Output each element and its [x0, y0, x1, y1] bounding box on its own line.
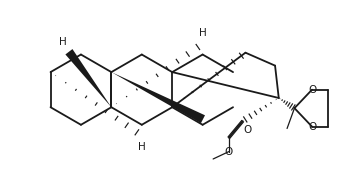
Polygon shape [66, 49, 111, 107]
Text: H: H [59, 37, 66, 47]
Text: O: O [308, 85, 316, 95]
Text: O: O [225, 147, 233, 157]
Text: H: H [199, 28, 207, 38]
Text: H: H [138, 142, 146, 152]
Polygon shape [111, 72, 205, 123]
Text: O: O [243, 125, 251, 135]
Text: O: O [308, 122, 316, 132]
